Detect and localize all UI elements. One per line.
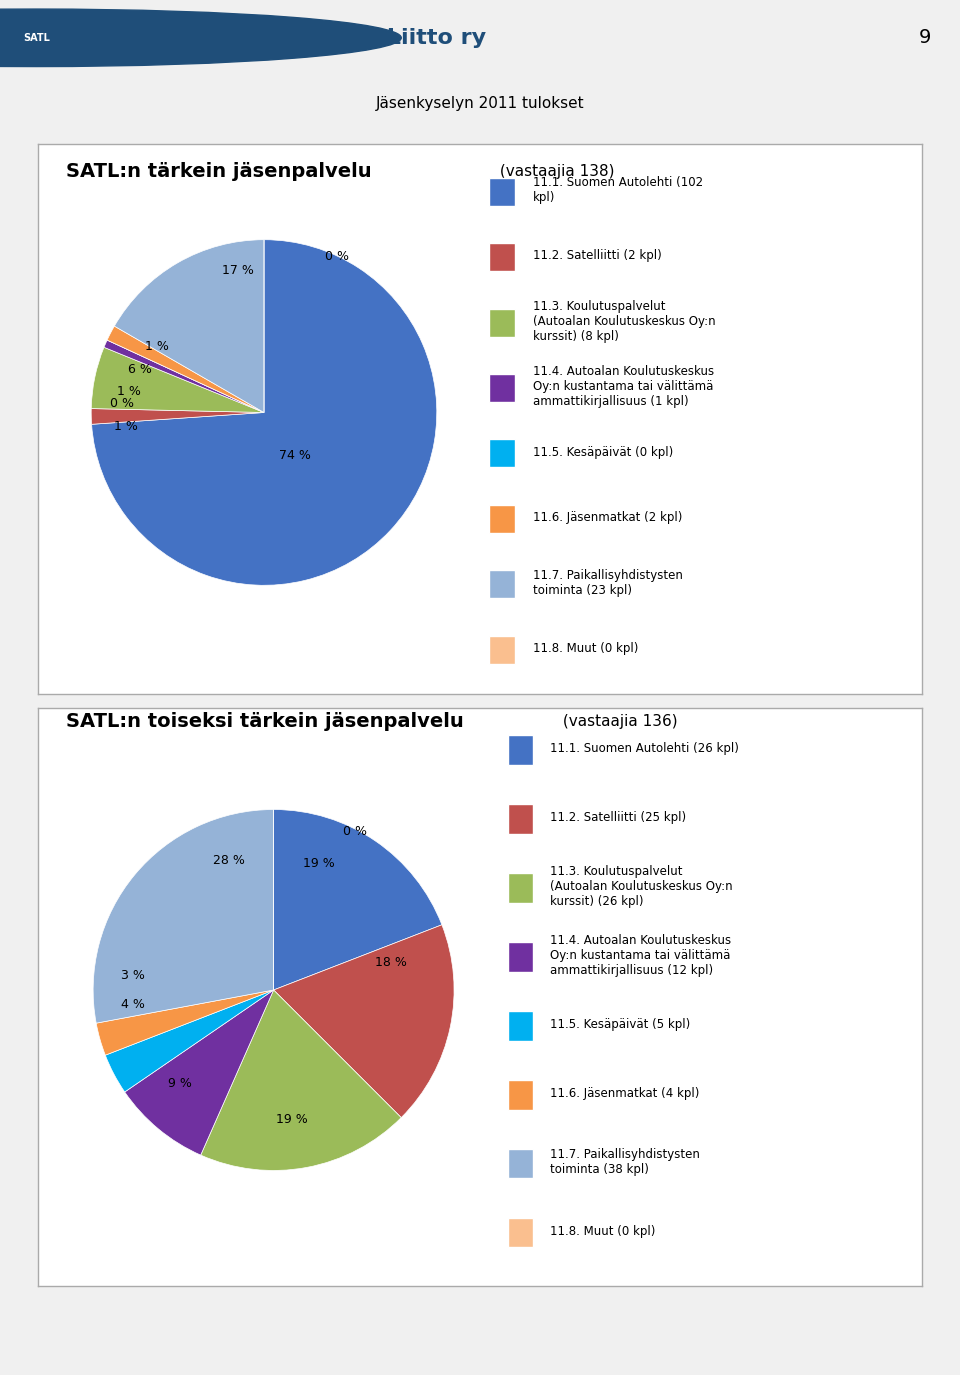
Text: 11.7. Paikallisyhdistysten
toiminta (38 kpl): 11.7. Paikallisyhdistysten toiminta (38 … (550, 1148, 700, 1177)
Text: 1 %: 1 % (114, 419, 137, 433)
Wedge shape (274, 810, 442, 990)
Text: 1 %: 1 % (145, 341, 169, 353)
Text: 18 %: 18 % (375, 957, 407, 969)
Text: 11.4. Autoalan Koulutuskeskus
Oy:n kustantama tai välittämä
ammattikirjallisuus : 11.4. Autoalan Koulutuskeskus Oy:n kusta… (533, 366, 714, 408)
Text: 3 %: 3 % (121, 969, 145, 982)
Wedge shape (104, 340, 264, 412)
Text: 11.6. Jäsenmatkat (4 kpl): 11.6. Jäsenmatkat (4 kpl) (550, 1086, 699, 1100)
Text: 74 %: 74 % (279, 450, 311, 462)
Wedge shape (93, 810, 274, 1023)
FancyBboxPatch shape (489, 177, 516, 206)
Wedge shape (91, 239, 437, 586)
FancyBboxPatch shape (508, 1150, 533, 1178)
Wedge shape (91, 348, 264, 412)
Text: 11.3. Koulutuspalvelut
(Autoalan Koulutuskeskus Oy:n
kurssit) (26 kpl): 11.3. Koulutuspalvelut (Autoalan Koulutu… (550, 865, 732, 908)
Text: (vastaajia 136): (vastaajia 136) (559, 715, 678, 729)
Text: 9: 9 (919, 29, 931, 47)
Text: 11.1. Suomen Autolehti (102
kpl): 11.1. Suomen Autolehti (102 kpl) (533, 176, 703, 205)
Text: 9 %: 9 % (168, 1078, 192, 1090)
FancyBboxPatch shape (489, 635, 516, 664)
Text: Suomen Autoteknillinen Liitto ry: Suomen Autoteknillinen Liitto ry (77, 28, 486, 48)
FancyBboxPatch shape (489, 374, 516, 401)
Text: 19 %: 19 % (276, 1114, 307, 1126)
Wedge shape (106, 990, 274, 1092)
FancyBboxPatch shape (508, 1011, 533, 1041)
Text: 11.3. Koulutuspalvelut
(Autoalan Koulutuskeskus Oy:n
kurssit) (8 kpl): 11.3. Koulutuspalvelut (Autoalan Koulutu… (533, 300, 715, 342)
Wedge shape (96, 990, 274, 1055)
Text: 1 %: 1 % (117, 385, 141, 399)
Text: 17 %: 17 % (222, 264, 254, 278)
Text: 11.6. Jäsenmatkat (2 kpl): 11.6. Jäsenmatkat (2 kpl) (533, 512, 683, 524)
Text: SATL:n toiseksi tärkein jäsenpalvelu: SATL:n toiseksi tärkein jäsenpalvelu (65, 712, 464, 732)
Text: 11.5. Kesäpäivät (0 kpl): 11.5. Kesäpäivät (0 kpl) (533, 446, 673, 459)
FancyBboxPatch shape (489, 505, 516, 532)
Circle shape (0, 10, 401, 66)
Text: 11.4. Autoalan Koulutuskeskus
Oy:n kustantama tai välittämä
ammattikirjallisuus : 11.4. Autoalan Koulutuskeskus Oy:n kusta… (550, 934, 731, 978)
Wedge shape (108, 340, 264, 412)
FancyBboxPatch shape (508, 804, 533, 833)
Wedge shape (91, 408, 264, 425)
Text: 4 %: 4 % (121, 998, 145, 1011)
Text: 11.8. Muut (0 kpl): 11.8. Muut (0 kpl) (550, 1225, 656, 1238)
Text: 0 %: 0 % (324, 250, 348, 264)
Text: 11.2. Satelliitti (25 kpl): 11.2. Satelliitti (25 kpl) (550, 811, 686, 824)
Text: 11.1. Suomen Autolehti (26 kpl): 11.1. Suomen Autolehti (26 kpl) (550, 742, 739, 755)
Wedge shape (108, 326, 264, 412)
FancyBboxPatch shape (508, 1218, 533, 1247)
Wedge shape (201, 990, 401, 1170)
Wedge shape (114, 239, 264, 412)
Text: Jäsenkyselyn 2011 tulokset: Jäsenkyselyn 2011 tulokset (375, 96, 585, 110)
FancyBboxPatch shape (508, 736, 533, 764)
FancyBboxPatch shape (489, 243, 516, 271)
Text: 11.2. Satelliitti (2 kpl): 11.2. Satelliitti (2 kpl) (533, 249, 661, 263)
FancyBboxPatch shape (489, 571, 516, 598)
FancyBboxPatch shape (508, 873, 533, 902)
Wedge shape (125, 990, 274, 1155)
Text: 6 %: 6 % (128, 363, 152, 375)
FancyBboxPatch shape (508, 1079, 533, 1110)
Text: SATL: SATL (23, 33, 50, 43)
FancyBboxPatch shape (489, 308, 516, 337)
Wedge shape (274, 925, 454, 1118)
Text: 19 %: 19 % (302, 857, 335, 870)
Text: (vastaajia 138): (vastaajia 138) (495, 165, 614, 179)
Text: 11.7. Paikallisyhdistysten
toiminta (23 kpl): 11.7. Paikallisyhdistysten toiminta (23 … (533, 569, 683, 597)
Text: 11.8. Muut (0 kpl): 11.8. Muut (0 kpl) (533, 642, 638, 654)
Text: 28 %: 28 % (212, 854, 245, 866)
Text: SATL:n tärkein jäsenpalvelu: SATL:n tärkein jäsenpalvelu (65, 162, 372, 182)
FancyBboxPatch shape (508, 942, 533, 972)
Text: 0 %: 0 % (110, 397, 134, 410)
Text: 0 %: 0 % (343, 825, 367, 837)
FancyBboxPatch shape (489, 440, 516, 468)
Text: 11.5. Kesäpäivät (5 kpl): 11.5. Kesäpäivät (5 kpl) (550, 1018, 690, 1031)
